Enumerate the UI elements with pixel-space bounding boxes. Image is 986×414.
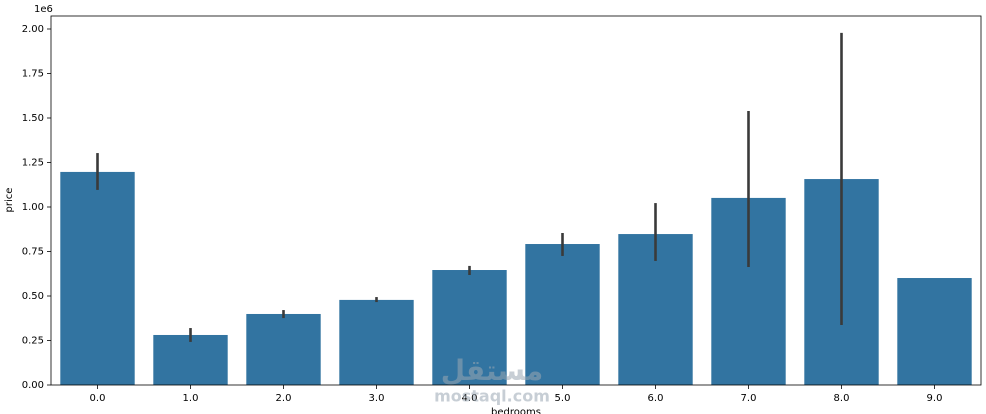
bar — [432, 270, 507, 385]
y-tick-label: 2.00 — [22, 24, 44, 35]
x-tick-label: 2.0 — [276, 393, 292, 404]
x-tick-label: 3.0 — [369, 393, 385, 404]
y-tick-label: 1.00 — [22, 202, 44, 213]
y-axis-label: price — [4, 188, 15, 213]
x-tick-label: 4.0 — [462, 393, 478, 404]
y-offset-label: 1e6 — [34, 4, 53, 15]
y-tick-label: 1.75 — [22, 68, 44, 79]
x-tick-label: 5.0 — [555, 393, 571, 404]
y-tick-label: 0.00 — [22, 380, 44, 391]
watermark: مستقل — [441, 354, 543, 387]
y-tick-label: 0.75 — [22, 246, 44, 257]
x-axis-label: bedrooms — [491, 407, 541, 414]
bar — [339, 299, 414, 385]
y-tick-label: 1.25 — [22, 157, 44, 168]
y-tick-label: 0.25 — [22, 335, 44, 346]
x-tick-label: 8.0 — [834, 393, 850, 404]
watermark: mostaql.com — [434, 387, 550, 406]
bar — [525, 244, 600, 385]
x-tick-label: 6.0 — [648, 393, 664, 404]
y-tick-label: 1.50 — [22, 113, 44, 124]
bar — [246, 313, 321, 385]
plot-frame — [50, 15, 982, 386]
x-tick-label: 7.0 — [741, 393, 757, 404]
x-tick-label: 9.0 — [927, 393, 943, 404]
bar — [897, 278, 972, 385]
x-tick-label: 1.0 — [183, 393, 199, 404]
bar — [153, 334, 228, 385]
x-tick-label: 0.0 — [90, 393, 106, 404]
bar — [60, 171, 135, 385]
y-tick-label: 0.50 — [22, 291, 44, 302]
